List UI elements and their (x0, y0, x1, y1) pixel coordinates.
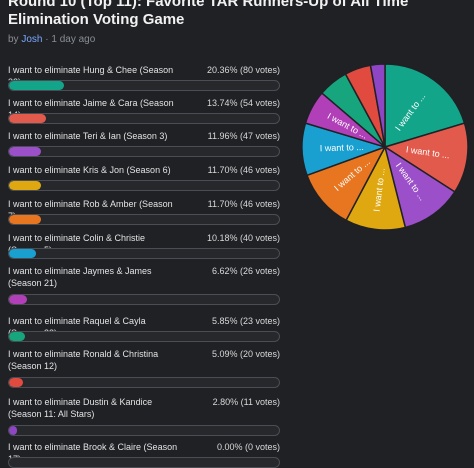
option-bar-fill (9, 378, 23, 387)
option-stat: 6.62% (26 votes) (211, 266, 280, 276)
option-stat: 5.85% (23 votes) (211, 316, 280, 326)
option-label: I want to eliminate Kris & Jon (Season 6… (8, 165, 171, 175)
option-bar-fill (9, 295, 27, 304)
option-stat: 0.00% (0 votes) (216, 442, 280, 452)
poll-option[interactable]: I want to eliminate Brook & Claire (Seas… (8, 441, 280, 468)
option-label: I want to eliminate Teri & Ian (Season 3… (8, 131, 168, 141)
poll-meta: by Josh · 1 day ago (8, 34, 95, 45)
option-stat: 10.18% (40 votes) (206, 233, 280, 243)
option-bar-track (8, 180, 280, 191)
poll-option[interactable]: I want to eliminate Teri & Ian (Season 3… (8, 130, 280, 157)
option-bar-track (8, 113, 280, 124)
poll-options: I want to eliminate Hung & Chee (Season … (8, 64, 280, 468)
poll-option[interactable]: I want to eliminate Rob & Amber (Season … (8, 198, 280, 225)
option-stat: 13.74% (54 votes) (206, 98, 280, 108)
poll-option[interactable]: I want to eliminate Hung & Chee (Season … (8, 64, 280, 91)
pie-slice[interactable] (384, 63, 466, 149)
option-stat: 11.70% (46 votes) (207, 165, 280, 175)
pie-slice[interactable] (345, 144, 407, 231)
pie-slice-label: I want to ... (320, 142, 364, 153)
poll-option[interactable]: I want to eliminate Raquel & Cayla (Seas… (8, 315, 280, 342)
option-label: I want to eliminate Ronald & Christina (… (8, 349, 159, 371)
option-row: I want to eliminate Dustin & Kandice (Se… (8, 396, 280, 420)
pie-slice[interactable] (383, 122, 469, 193)
author-link[interactable]: Josh (21, 34, 43, 45)
poll-option[interactable]: I want to eliminate Ronald & Christina (… (8, 348, 280, 388)
poll-option[interactable]: I want to eliminate Kris & Jon (Season 6… (8, 164, 280, 191)
poll-option[interactable]: I want to eliminate Jaymes & James (Seas… (8, 265, 280, 305)
option-row: I want to eliminate Jaymes & James (Seas… (8, 265, 280, 289)
option-bar-track (8, 146, 280, 157)
poll-option[interactable]: I want to eliminate Jaime & Cara (Season… (8, 97, 280, 124)
option-stat: 11.96% (47 votes) (207, 131, 280, 141)
poll-title: Round 10 (Top 11): Favorite TAR Runners-… (8, 0, 409, 28)
option-bar-track (8, 80, 280, 91)
option-row: I want to eliminate Kris & Jon (Season 6… (8, 164, 280, 176)
option-label: I want to eliminate Jaymes & James (Seas… (8, 266, 152, 288)
by-label: by (8, 34, 19, 45)
option-stat: 20.36% (80 votes) (206, 65, 280, 75)
option-bar-fill (9, 114, 47, 123)
option-bar-fill (9, 249, 37, 258)
option-bar-fill (9, 181, 41, 190)
option-stat: 11.70% (46 votes) (207, 199, 280, 209)
pie-slice[interactable] (369, 63, 386, 148)
option-bar-track (8, 377, 280, 388)
option-row: I want to eliminate Teri & Ian (Season 3… (8, 130, 280, 142)
poll-option[interactable]: I want to eliminate Dustin & Kandice (Se… (8, 396, 280, 436)
pie-slice[interactable] (306, 145, 387, 222)
option-bar-track (8, 425, 280, 436)
option-bar-fill (9, 147, 42, 156)
option-bar-fill (9, 426, 17, 435)
option-bar-track (8, 214, 280, 225)
option-stat: 5.09% (20 votes) (211, 349, 280, 359)
pie-chart: I want to ... I want to ... I want to ... I… (300, 62, 470, 232)
option-bar-track (8, 457, 280, 468)
option-row: I want to eliminate Ronald & Christina (… (8, 348, 280, 372)
pie-chart-svg: I want to ...I want to ...I want to ...I… (301, 63, 469, 231)
option-bar-track (8, 331, 280, 342)
option-bar-fill (9, 81, 64, 90)
option-bar-track (8, 294, 280, 305)
poll-option[interactable]: I want to eliminate Colin & Christie (Se… (8, 232, 280, 259)
option-stat: 2.80% (11 votes) (212, 397, 280, 407)
option-label: I want to eliminate Dustin & Kandice (Se… (8, 397, 153, 419)
pie-slice[interactable] (383, 145, 456, 229)
post-time: · 1 day ago (45, 34, 96, 45)
option-bar-fill (9, 332, 25, 341)
option-bar-track (8, 248, 280, 259)
option-bar-fill (9, 215, 41, 224)
